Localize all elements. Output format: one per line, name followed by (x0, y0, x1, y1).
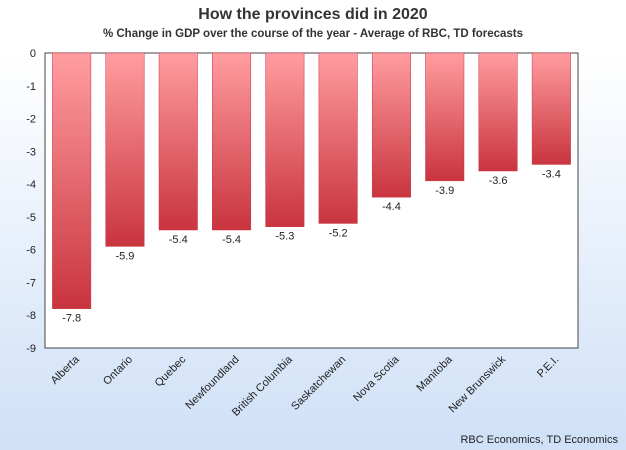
y-tick-label: -2 (26, 114, 36, 126)
x-tick-label: P.E.I. (535, 354, 562, 381)
x-tick-label: Nova Scotia (351, 353, 402, 404)
x-tick-label: Ontario (101, 354, 135, 388)
x-tick-label: Quebec (153, 353, 189, 389)
y-tick-label: -6 (26, 245, 36, 257)
source-note: RBC Economics, TD Economics (460, 434, 618, 446)
y-tick-label: -9 (26, 343, 36, 355)
bar (478, 52, 518, 172)
data-label: -3.6 (489, 175, 508, 187)
bar (371, 52, 411, 198)
bar (158, 52, 198, 231)
y-tick-label: -7 (26, 277, 36, 289)
bar (318, 52, 358, 224)
bar (531, 52, 571, 165)
bar (52, 52, 92, 309)
x-tick-label: Newfoundland (183, 354, 241, 412)
y-tick-label: -5 (26, 212, 36, 224)
y-tick-label: -1 (26, 81, 36, 93)
y-tick-label: 0 (30, 48, 36, 60)
data-label: -3.4 (542, 168, 561, 180)
bar (212, 52, 252, 231)
data-label: -5.9 (115, 250, 134, 262)
x-tick-label: Manitoba (414, 353, 455, 394)
y-tick-label: -4 (26, 179, 36, 191)
data-label: -5.4 (169, 234, 188, 246)
x-tick-label: New Brunswick (447, 353, 509, 415)
bar (265, 52, 305, 227)
data-label: -5.4 (222, 234, 241, 246)
bar (105, 52, 145, 247)
chart-title: How the provinces did in 2020 (198, 6, 428, 23)
data-label: -3.9 (435, 185, 454, 197)
data-label: -5.3 (275, 231, 294, 243)
y-tick-label: -3 (26, 146, 36, 158)
chart-subtitle: % Change in GDP over the course of the y… (102, 28, 524, 40)
data-label: -7.8 (62, 313, 81, 325)
data-label: -5.2 (329, 227, 348, 239)
data-label: -4.4 (382, 201, 401, 213)
x-tick-label: Alberta (49, 353, 83, 387)
y-tick-label: -8 (26, 310, 36, 322)
x-tick-label: Saskatchewan (289, 354, 348, 413)
bar (425, 52, 465, 182)
